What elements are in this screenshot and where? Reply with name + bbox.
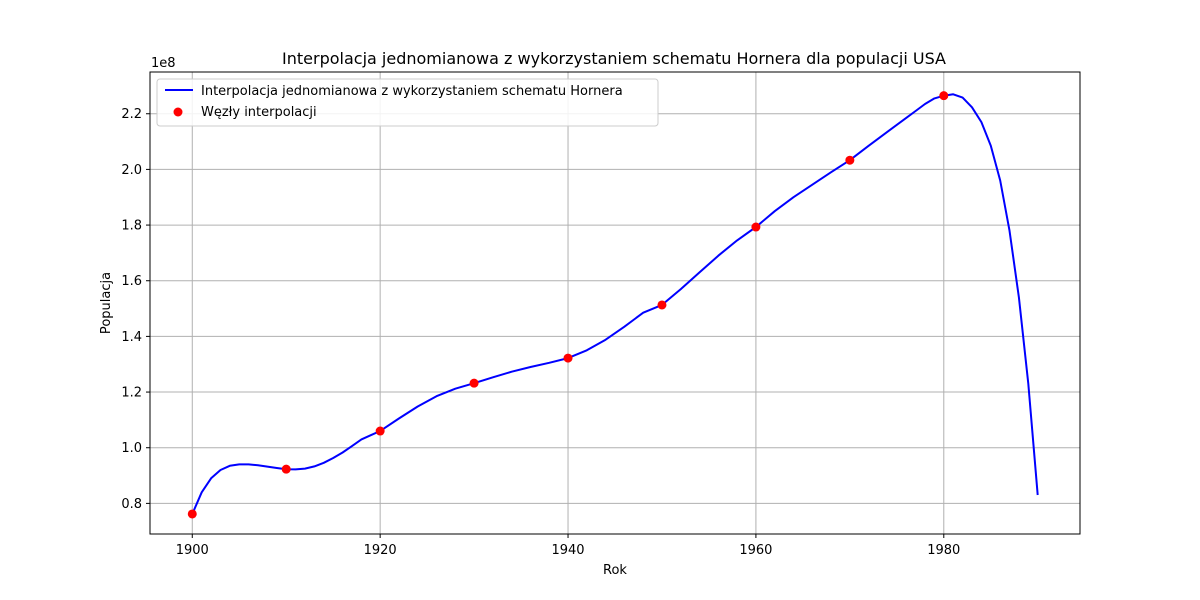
y-tick-label: 1.8: [121, 219, 142, 234]
legend-box: [156, 78, 659, 127]
y-tick-label: 2.0: [121, 163, 142, 178]
y-tick-label: 1.2: [121, 386, 142, 401]
interpolation-node: [657, 300, 667, 310]
interpolation-node: [187, 509, 197, 519]
legend-label-line: Interpolacja jednomianowa z wykorzystani…: [201, 84, 623, 99]
interpolation-node: [469, 378, 479, 388]
legend: Interpolacja jednomianowa z wykorzystani…: [156, 78, 659, 127]
x-tick-label: 1920: [364, 543, 397, 558]
x-tick-label: 1980: [927, 543, 960, 558]
y-tick-label: 1.6: [121, 274, 142, 289]
y-offset-label: 1e8: [151, 56, 176, 71]
interpolation-node: [845, 155, 855, 165]
y-tick-label: 1.4: [121, 330, 142, 345]
x-axis: 1900 1920 1940 1960 1980: [176, 534, 960, 558]
y-tick-label: 2.2: [121, 107, 142, 122]
interpolation-node: [563, 353, 573, 363]
scatter-series: [187, 91, 949, 519]
interpolation-node: [281, 464, 291, 474]
legend-point-swatch: [173, 107, 183, 117]
y-tick-label: 1.0: [121, 441, 142, 456]
x-tick-label: 1900: [176, 543, 209, 558]
plot-frame: [149, 71, 1081, 535]
interpolation-node: [939, 91, 949, 101]
y-axis: 0.8 1.0 1.2 1.4 1.6 1.8 2.0 2.2: [121, 107, 150, 512]
x-tick-label: 1940: [551, 543, 584, 558]
x-tick-label: 1960: [739, 543, 772, 558]
y-tick-label: 0.8: [121, 497, 142, 512]
interpolation-node: [751, 222, 761, 232]
y-axis-label: Populacja: [99, 272, 114, 334]
interpolation-node: [375, 426, 385, 436]
x-axis-label: Rok: [603, 563, 627, 578]
legend-label-points: Węzły interpolacji: [201, 105, 317, 120]
chart-title: Interpolacja jednomianowa z wykorzystani…: [282, 49, 946, 68]
plot-area: [150, 72, 1080, 534]
